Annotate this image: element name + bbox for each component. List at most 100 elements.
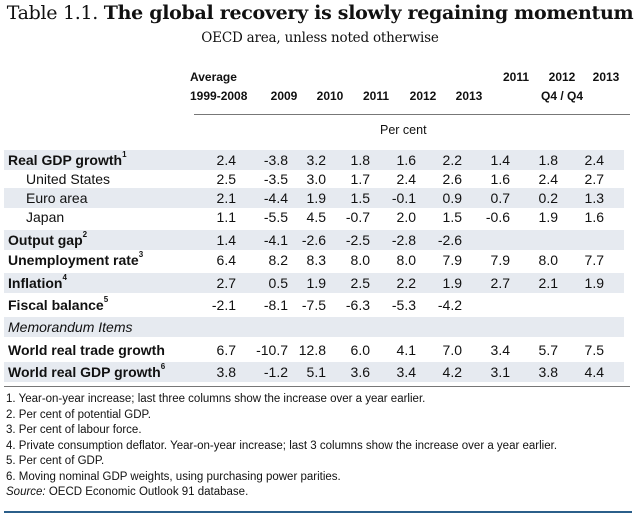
col-header-average: Average 1999-2008	[190, 70, 270, 103]
table-cell: 2.2	[442, 152, 462, 168]
table-cell: 7.9	[490, 252, 510, 268]
table-cell: 6.0	[350, 342, 370, 358]
row-label-text: World real GDP growth	[8, 364, 161, 380]
table-cell: 6.7	[216, 342, 236, 358]
table-cell: 1.9	[442, 275, 462, 291]
table-cell: 8.3	[306, 252, 326, 268]
row-label: Inflation4	[8, 273, 67, 291]
col-header-q-2013: 2013	[592, 70, 620, 84]
table-cell: -2.6	[301, 232, 326, 248]
table-row: Memorandum Items	[4, 317, 624, 337]
table-cell: -7.5	[301, 297, 326, 313]
table-row: United States 2.5 -3.5 3.0 1.7 2.4 2.6 1.6 2.4 2.…	[4, 169, 624, 189]
table-cell: 5.7	[538, 342, 558, 358]
col-header-top: Average	[190, 70, 237, 84]
table-cell: 4.4	[584, 364, 604, 380]
row-label: Memorandum Items	[8, 319, 132, 335]
table-row: Japan 1.1 -5.5 4.5 -0.7 2.0 1.5 -0.6 1.9 1.6	[4, 207, 624, 227]
table-cell: 2.5	[350, 275, 370, 291]
footnote-marker: 4	[62, 273, 67, 282]
col-header-q4q4: Q4 / Q4	[540, 89, 584, 103]
table-cell: 2.0	[396, 209, 416, 225]
table-cell: 4.2	[442, 364, 462, 380]
unit-label: Per cent	[380, 123, 427, 137]
table-cell: 1.9	[306, 190, 326, 206]
footnote: 6. Moving nominal GDP weights, using pur…	[6, 470, 341, 483]
table-cell: 2.1	[538, 275, 558, 291]
table-cell: -5.3	[391, 297, 416, 313]
footnote-marker: 6	[160, 362, 166, 371]
col-header-q-2012: 2012	[548, 70, 576, 84]
table-cell: 1.8	[350, 152, 370, 168]
page-bottom-rule	[4, 511, 632, 513]
table-subtitle: OECD area, unless noted otherwise	[201, 30, 439, 46]
table-cell: -0.6	[485, 209, 510, 225]
row-label-text: Euro area	[26, 190, 88, 206]
table-cell: -1.2	[263, 364, 288, 380]
table-cell: 5.1	[306, 364, 326, 380]
col-header-2010: 2010	[316, 89, 344, 103]
table-cell: 3.8	[538, 364, 558, 380]
footnote-marker: 1	[122, 150, 127, 159]
table-row: Real GDP growth1 2.4 -3.8 3.2 1.8 1.6 2.2 1.4 1.…	[4, 150, 624, 170]
table-cell: -3.5	[263, 171, 288, 187]
table-cell: 0.7	[490, 190, 510, 206]
table-cell: -4.4	[263, 190, 288, 206]
table-row: Output gap2 1.4 -4.1 -2.6 -2.5 -2.8 -2.6	[4, 230, 624, 250]
row-label-text: Fiscal balance	[8, 297, 104, 313]
table-cell: 7.5	[584, 342, 604, 358]
table-title: Table 1.1. The global recovery is slowly…	[0, 2, 640, 24]
table-cell: -4.1	[263, 232, 288, 248]
table-number: Table 1.1.	[6, 2, 99, 24]
table-cell: -8.1	[263, 297, 288, 313]
row-label: Output gap2	[8, 230, 88, 248]
row-label-text: Memorandum Items	[8, 319, 133, 335]
table-cell: 8.0	[538, 252, 558, 268]
row-label-text: Real GDP growth	[8, 152, 123, 168]
table-cell: 0.5	[268, 275, 288, 291]
table-cell: 1.5	[442, 209, 462, 225]
row-label-text: Unemployment rate	[8, 252, 139, 268]
row-label: Fiscal balance5	[8, 295, 109, 313]
row-label: United States	[26, 171, 110, 187]
table-bottom-rule	[4, 386, 630, 387]
table-row: Inflation4 2.7 0.5 1.9 2.5 2.2 1.9 2.7 2.1 1.9	[4, 273, 624, 293]
table-cell: 2.4	[396, 171, 416, 187]
row-label-text: Inflation	[8, 275, 63, 291]
table-cell: -10.7	[256, 342, 288, 358]
row-label: Real GDP growth1	[8, 150, 127, 168]
table-cell: 2.6	[442, 171, 462, 187]
table-cell: 1.9	[306, 275, 326, 291]
footnote-marker: 2	[82, 230, 88, 239]
table-cell: 3.2	[306, 152, 326, 168]
row-label: Euro area	[26, 190, 87, 206]
footnote-marker: 3	[138, 250, 144, 259]
table-cell: 7.0	[442, 342, 462, 358]
table-cell: 1.9	[538, 209, 558, 225]
table-cell: 1.1	[216, 209, 236, 225]
table-cell: -0.7	[345, 209, 370, 225]
table-cell: 8.2	[268, 252, 288, 268]
table-cell: 3.1	[490, 364, 510, 380]
table-cell: 8.0	[396, 252, 416, 268]
table-row: World real trade growth 6.7 -10.7 12.8 6.0 4.…	[4, 340, 624, 360]
table-cell: -2.1	[211, 297, 236, 313]
table-cell: -6.3	[345, 297, 370, 313]
table-cell: 3.4	[396, 364, 416, 380]
footnote: 1. Year-on-year increase; last three col…	[6, 393, 426, 405]
table-cell: 2.1	[216, 190, 236, 206]
table-cell: 4.5	[306, 209, 326, 225]
source-note: Source: OECD Economic Outlook 91 databas…	[6, 485, 557, 501]
table-cell: 7.9	[442, 252, 462, 268]
table-cell: 2.7	[490, 275, 510, 291]
table-row: Fiscal balance5 -2.1 -8.1 -7.5 -6.3 -5.3 -4.2	[4, 295, 624, 315]
col-header-2011: 2011	[362, 89, 390, 103]
source-text: OECD Economic Outlook 91 database.	[45, 486, 249, 498]
table-cell: 1.4	[216, 232, 236, 248]
table-cell: 3.4	[490, 342, 510, 358]
footnote: 4. Private consumption deflator. Year-on…	[6, 439, 558, 452]
row-label: Unemployment rate3	[8, 250, 144, 268]
table-cell: 1.7	[350, 171, 370, 187]
footnote-marker: 5	[103, 295, 109, 304]
table-cell: 2.7	[216, 275, 236, 291]
